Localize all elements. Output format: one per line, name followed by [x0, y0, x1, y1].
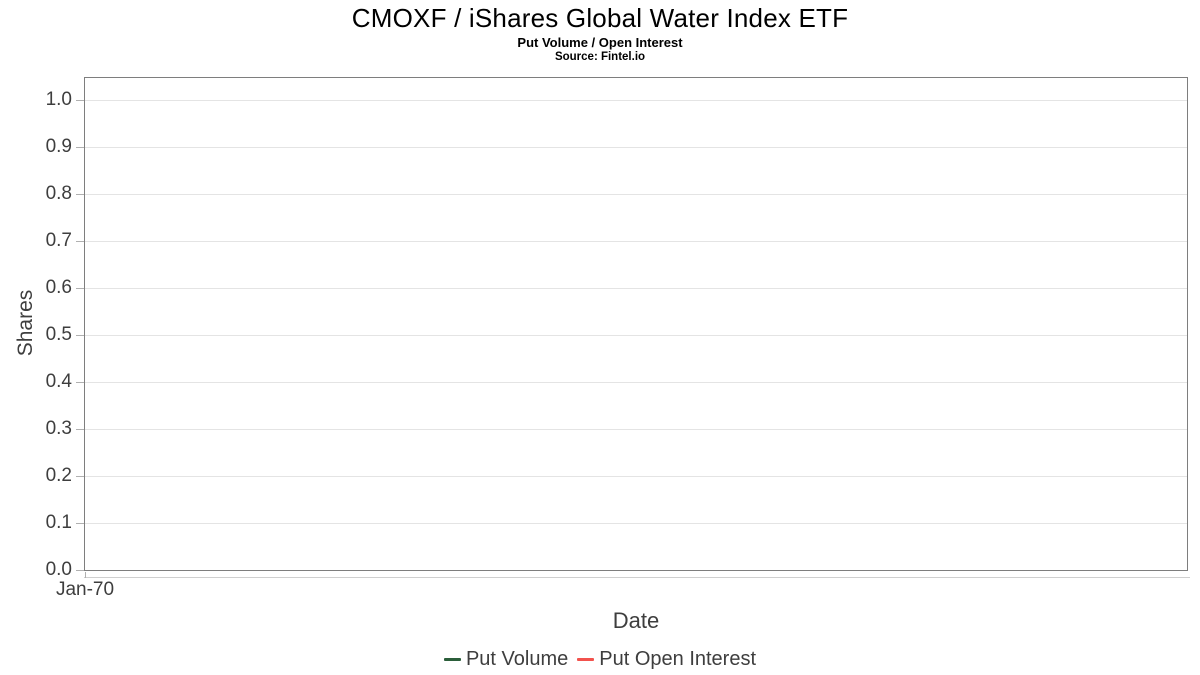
legend-label: Put Volume [465, 647, 569, 670]
gridline [85, 475, 1187, 477]
y-tick-label: 0.5 [45, 324, 72, 345]
legend-line-swatch [577, 657, 595, 661]
y-tick-label: 0.2 [45, 465, 72, 486]
plot-area [84, 77, 1188, 571]
gridline [85, 381, 1187, 383]
y-tick-label: 0.8 [45, 183, 72, 204]
x-tick-mark [85, 572, 86, 578]
gridline [85, 240, 1187, 242]
x-tick-label: Jan-70 [55, 579, 115, 600]
legend-item[interactable]: Put Volume [443, 647, 569, 671]
y-tick-label: 0.4 [45, 371, 72, 392]
gridline [85, 522, 1187, 524]
y-tick-mark [76, 381, 84, 383]
y-axis: 0.0 0.1 0.2 0.3 0.4 0.5 0.6 0.7 0.8 0.9 1.0 [0, 0, 84, 675]
y-tick-mark [76, 193, 84, 195]
y-tick-mark [76, 334, 84, 336]
y-tick-mark [76, 287, 84, 289]
y-tick-label: 0.0 [45, 559, 72, 580]
y-tick-label: 0.6 [45, 277, 72, 298]
gridline [85, 287, 1187, 289]
gridline [85, 193, 1187, 195]
chart-source: Source: Fintel.io [554, 51, 646, 63]
y-tick-mark [76, 475, 84, 477]
y-tick-label: 0.7 [45, 230, 72, 251]
y-tick-label: 0.9 [45, 136, 72, 157]
x-axis-title: Date [612, 608, 660, 633]
chart-subtitle: Put Volume / Open Interest [517, 35, 683, 50]
y-tick-label: 0.3 [45, 418, 72, 439]
gridline [85, 428, 1187, 430]
legend-line-swatch [443, 657, 461, 661]
gridline [85, 146, 1187, 148]
chart-title: CMOXF / iShares Global Water Index ETF [351, 3, 849, 33]
y-tick-mark [76, 99, 84, 101]
y-tick-mark [76, 569, 84, 571]
legend-item[interactable]: Put Open Interest [577, 648, 756, 671]
y-tick-label: 1.0 [45, 89, 72, 110]
y-tick-label: 0.1 [45, 512, 72, 533]
x-axis-line [84, 577, 1190, 578]
legend: Put Volume Put Open Interest [0, 645, 1200, 673]
y-tick-mark [76, 146, 84, 148]
y-tick-mark [76, 240, 84, 242]
legend-label: Put Open Interest [599, 647, 757, 670]
y-tick-mark [76, 522, 84, 524]
y-tick-mark [76, 428, 84, 430]
y-axis-title: Shares [14, 289, 37, 357]
gridline [85, 99, 1187, 101]
gridline [85, 334, 1187, 336]
